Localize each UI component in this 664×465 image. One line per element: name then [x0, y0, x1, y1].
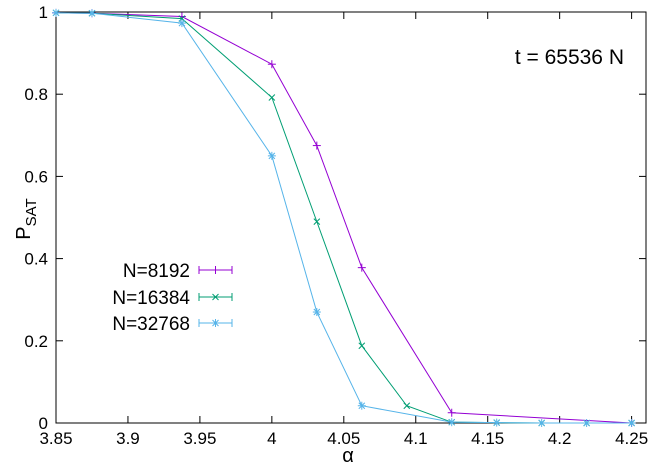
data-point: [537, 419, 546, 427]
y-tick-label: 0.2: [24, 332, 48, 351]
series-line: [55, 12, 632, 424]
data-point: [447, 408, 456, 417]
series-1: [52, 8, 636, 427]
legend-label: N=32768: [112, 314, 190, 335]
x-tick-label: 4.05: [327, 429, 360, 448]
data-point: [357, 263, 366, 272]
legend-marker: [211, 266, 220, 274]
data-point: [358, 342, 366, 350]
y-axis-label: PSAT: [13, 198, 40, 239]
legend-entry: N=32768: [112, 314, 233, 335]
x-tick-label: 4.2: [548, 429, 572, 448]
y-tick-label: 0.4: [24, 250, 48, 269]
y-tick-label: 1: [39, 3, 48, 22]
x-tick-label: 4.25: [615, 429, 648, 448]
data-point: [267, 151, 276, 160]
legend-entry: N=8192: [123, 261, 233, 282]
x-tick-label: 3.9: [116, 429, 140, 448]
legend-label: N=16384: [112, 288, 190, 309]
data-point: [357, 401, 366, 410]
data-point: [492, 418, 501, 427]
y-axis-label-subscript: SAT: [23, 198, 40, 226]
legend-label: N=8192: [123, 261, 190, 282]
x-tick-label: 4: [267, 429, 276, 448]
data-point: [627, 419, 636, 427]
x-tick-label: 4.15: [471, 429, 504, 448]
data-point: [52, 8, 60, 17]
y-tick-label: 0.8: [24, 85, 48, 104]
x-tick-label: 3.85: [39, 429, 72, 448]
data-point: [403, 402, 411, 410]
data-point: [312, 141, 321, 150]
data-point: [312, 308, 321, 317]
legend-marker: [212, 293, 219, 301]
x-axis-label: α: [342, 445, 354, 465]
data-point: [177, 19, 186, 28]
x-tick-label: 4.1: [404, 429, 428, 448]
data-point: [268, 94, 276, 101]
data-point: [582, 419, 591, 427]
axis-ticks: 3.85 3.9 3.95 4 4.05 4.1 4.15 4.2 4.25 0 0.2 0.4 0.6…: [24, 3, 648, 448]
data-point: [313, 218, 321, 225]
chart-annotation: t = 65536 N: [515, 46, 624, 69]
y-tick-label: 0.6: [24, 167, 48, 186]
data-point: [267, 60, 276, 69]
plot-frame: [55, 11, 647, 424]
series-layer: [52, 8, 636, 427]
y-axis-label-main: P: [13, 226, 35, 239]
legend-entry: N=16384: [112, 288, 233, 309]
legend-marker: [211, 319, 220, 327]
x-tick-label: 3.95: [183, 429, 216, 448]
data-point: [447, 418, 456, 427]
data-point: [87, 9, 96, 18]
legend: N=8192 N=16384 N=32768: [112, 261, 233, 335]
y-tick-label: 0: [39, 414, 48, 433]
series-3: [52, 8, 636, 427]
